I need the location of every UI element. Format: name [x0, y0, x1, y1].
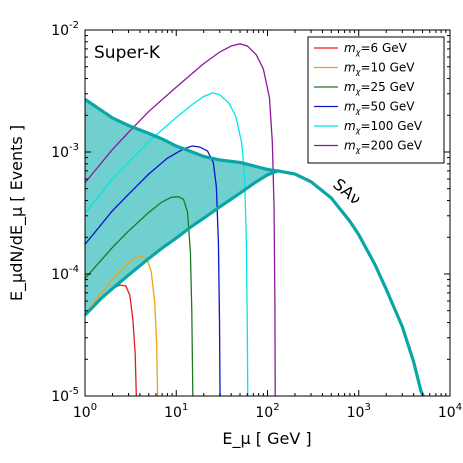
- legend-label-2: mχ=25 GeV: [344, 80, 415, 96]
- legend-box: [307, 36, 445, 164]
- band-upper-line: [85, 98, 279, 173]
- x-axis-label: E_μ [ GeV ]: [222, 429, 311, 449]
- legend-label-0: mχ=6 GeV: [344, 41, 408, 57]
- legend: mχ=6 GeV mχ=10 GeV mχ=25 GeV mχ=50 GeV mχ=10…: [307, 36, 445, 164]
- series-line-4: [85, 92, 249, 396]
- series-line-2: [85, 196, 194, 396]
- plot-frame: [84, 29, 451, 397]
- y-tick-label-2: 10-3: [51, 142, 79, 161]
- series-layer: [85, 43, 276, 396]
- legend-label-4: mχ=100 GeV: [344, 119, 423, 135]
- legend-label-1: mχ=10 GeV: [344, 61, 415, 77]
- y-axis-label: E_μdN/dE_μ [ Events ]: [7, 125, 27, 301]
- series-line-3: [85, 145, 221, 396]
- legend-items: mχ=6 GeV mχ=10 GeV mχ=25 GeV mχ=50 GeV mχ=10…: [314, 41, 423, 155]
- band-fill: [85, 99, 278, 316]
- plot-area: [85, 43, 425, 396]
- y-tick-label-0: 10-5: [51, 386, 79, 405]
- series-line-1: [85, 255, 159, 396]
- series-line-5: [85, 43, 276, 396]
- panel-label: Super-K: [94, 43, 161, 63]
- band-lower-line: [85, 169, 425, 396]
- tick-layer: 100 101 102 103 104 10-5 10-4 10-3 10-2: [51, 20, 462, 421]
- x-tick-label-1: 101: [164, 402, 188, 421]
- x-tick-label-3: 103: [347, 402, 371, 421]
- y-tick-label-3: 10-2: [51, 20, 79, 39]
- x-tick-label-4: 104: [438, 402, 462, 421]
- legend-label-3: mχ=50 GeV: [344, 100, 415, 116]
- y-tick-label-1: 10-4: [51, 264, 79, 283]
- x-tick-label-0: 100: [73, 402, 97, 421]
- x-tick-label-2: 102: [255, 402, 279, 421]
- legend-label-5: mχ=200 GeV: [344, 139, 423, 155]
